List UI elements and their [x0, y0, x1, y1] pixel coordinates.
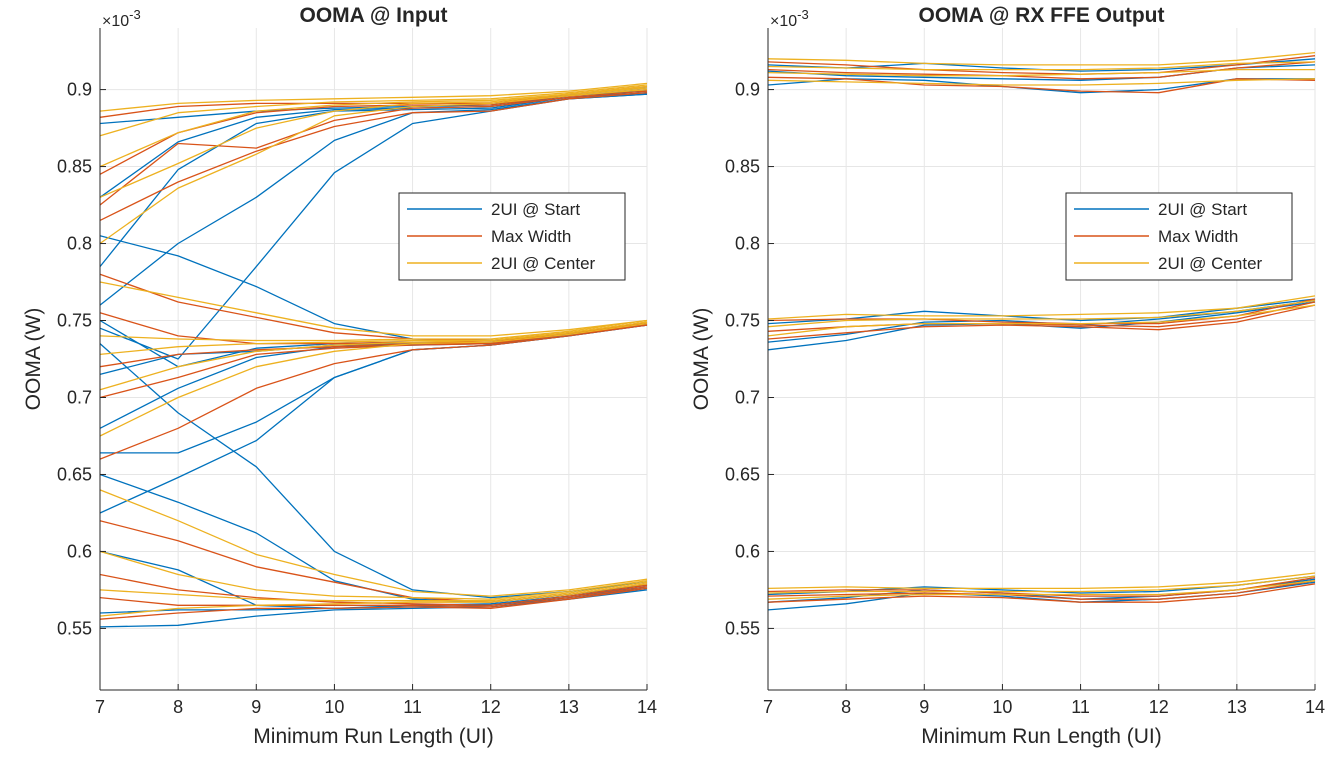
x-tick-label: 11: [1071, 697, 1090, 717]
series-line-center: [767, 304, 1316, 337]
series-line-center: [767, 68, 1315, 77]
y-tick-label: 0.85: [57, 157, 92, 177]
series-line-center: [767, 78, 1316, 86]
y-tick-label: 0.6: [735, 541, 760, 561]
x-axis-label: Minimum Run Length (UI): [921, 725, 1161, 748]
x-tick-label: 8: [841, 697, 851, 717]
x-tick-label: 13: [559, 697, 579, 717]
x-tick-label: 10: [992, 697, 1012, 717]
y-exponent-label: ×10-3: [102, 7, 141, 30]
y-tick-label: 0.65: [57, 464, 92, 484]
x-tick-label: 9: [919, 697, 929, 717]
legend: 2UI @ Start Max Width 2UI @ Center: [1065, 192, 1293, 281]
series-line-center: [767, 61, 1316, 71]
y-axis-label: OOMA (W): [22, 308, 45, 411]
series-line-max-width: [99, 90, 648, 206]
x-tick-label: 14: [1305, 697, 1325, 717]
series-lines: [767, 51, 1316, 611]
y-exponent-power: -3: [129, 7, 141, 22]
y-tick-label: 0.85: [725, 157, 760, 177]
y-tick-label: 0.55: [725, 618, 760, 638]
series-line-start: [767, 298, 1316, 325]
x-tick-label: 12: [1149, 697, 1169, 717]
y-tick-label: 0.7: [735, 387, 760, 407]
x-tick-label: 14: [637, 697, 657, 717]
chart-panel-2: 7 8 9 10 11 12 13 14 0.55 0.6 0.65 0.7 0.75 0.8 0.85 0.…: [690, 4, 1325, 748]
series-line-center: [767, 580, 1316, 600]
y-axis-label: OOMA (W): [690, 308, 713, 411]
series-line-center: [767, 575, 1316, 594]
legend-label: 2UI @ Center: [1158, 254, 1263, 273]
series-line-center: [99, 321, 648, 391]
x-tick-label: 9: [251, 697, 261, 717]
x-tick-label: 13: [1227, 697, 1247, 717]
y-tick-label: 0.9: [67, 80, 92, 100]
y-exponent-label: ×10-3: [770, 7, 809, 30]
series-line-center: [767, 51, 1316, 66]
legend: 2UI @ Start Max Width 2UI @ Center: [398, 192, 626, 281]
legend-label: 2UI @ Start: [1158, 200, 1247, 219]
x-tick-label: 12: [481, 697, 501, 717]
y-exponent-base: ×10: [770, 13, 797, 30]
series-line-max-width: [767, 580, 1316, 600]
y-tick-label: 0.7: [67, 387, 92, 407]
x-tick-label: 7: [763, 697, 773, 717]
series-line-center: [99, 87, 648, 198]
x-tick-label: 10: [324, 697, 344, 717]
series-line-center: [99, 550, 648, 600]
series-line-center: [99, 322, 648, 437]
y-tick-label: 0.6: [67, 541, 92, 561]
series-line-center: [99, 281, 648, 337]
series-line-center: [99, 583, 648, 617]
legend-label: 2UI @ Start: [491, 200, 580, 219]
series-line-center: [99, 489, 648, 597]
series-line-center: [767, 295, 1316, 320]
series-lines: [99, 82, 648, 628]
y-tick-label: 0.8: [67, 234, 92, 254]
grid: [99, 28, 648, 690]
series-line-center: [99, 84, 648, 137]
series-line-center: [767, 299, 1316, 328]
x-axis-label: Minimum Run Length (UI): [253, 725, 493, 748]
series-line-center: [767, 572, 1316, 590]
x-tick-label: 8: [173, 697, 183, 717]
chart-title: OOMA @ Input: [299, 4, 447, 27]
series-line-center: [99, 319, 648, 342]
series-line-max-width: [99, 324, 648, 460]
y-tick-label: 0.55: [57, 618, 92, 638]
y-tick-label: 0.75: [725, 311, 760, 331]
series-line-max-width: [767, 304, 1316, 340]
y-exponent-power: -3: [797, 7, 809, 22]
series-line-max-width: [99, 587, 648, 620]
legend-label: 2UI @ Center: [491, 254, 596, 273]
chart-title: OOMA @ RX FFE Output: [918, 4, 1164, 27]
y-tick-label: 0.9: [735, 80, 760, 100]
series-line-max-width: [767, 55, 1316, 75]
y-exponent-base: ×10: [102, 13, 129, 30]
y-tick-label: 0.8: [735, 234, 760, 254]
x-tick-label: 7: [95, 697, 105, 717]
x-tick-label: 11: [403, 697, 422, 717]
plot-area: [768, 28, 1315, 690]
legend-label: Max Width: [1158, 227, 1238, 246]
series-line-max-width: [767, 583, 1316, 603]
chart-panel-1: 7 8 9 10 11 12 13 14 0.55 0.6 0.65 0.7 0.75 0.8 0.85 0.…: [22, 4, 657, 748]
series-line-max-width: [99, 92, 648, 221]
series-line-max-width: [99, 586, 648, 608]
series-line-center: [99, 88, 648, 245]
y-tick-label: 0.65: [725, 464, 760, 484]
series-line-center: [99, 82, 648, 112]
series-line-center: [99, 581, 648, 602]
legend-label: Max Width: [491, 227, 571, 246]
y-tick-label: 0.75: [57, 311, 92, 331]
